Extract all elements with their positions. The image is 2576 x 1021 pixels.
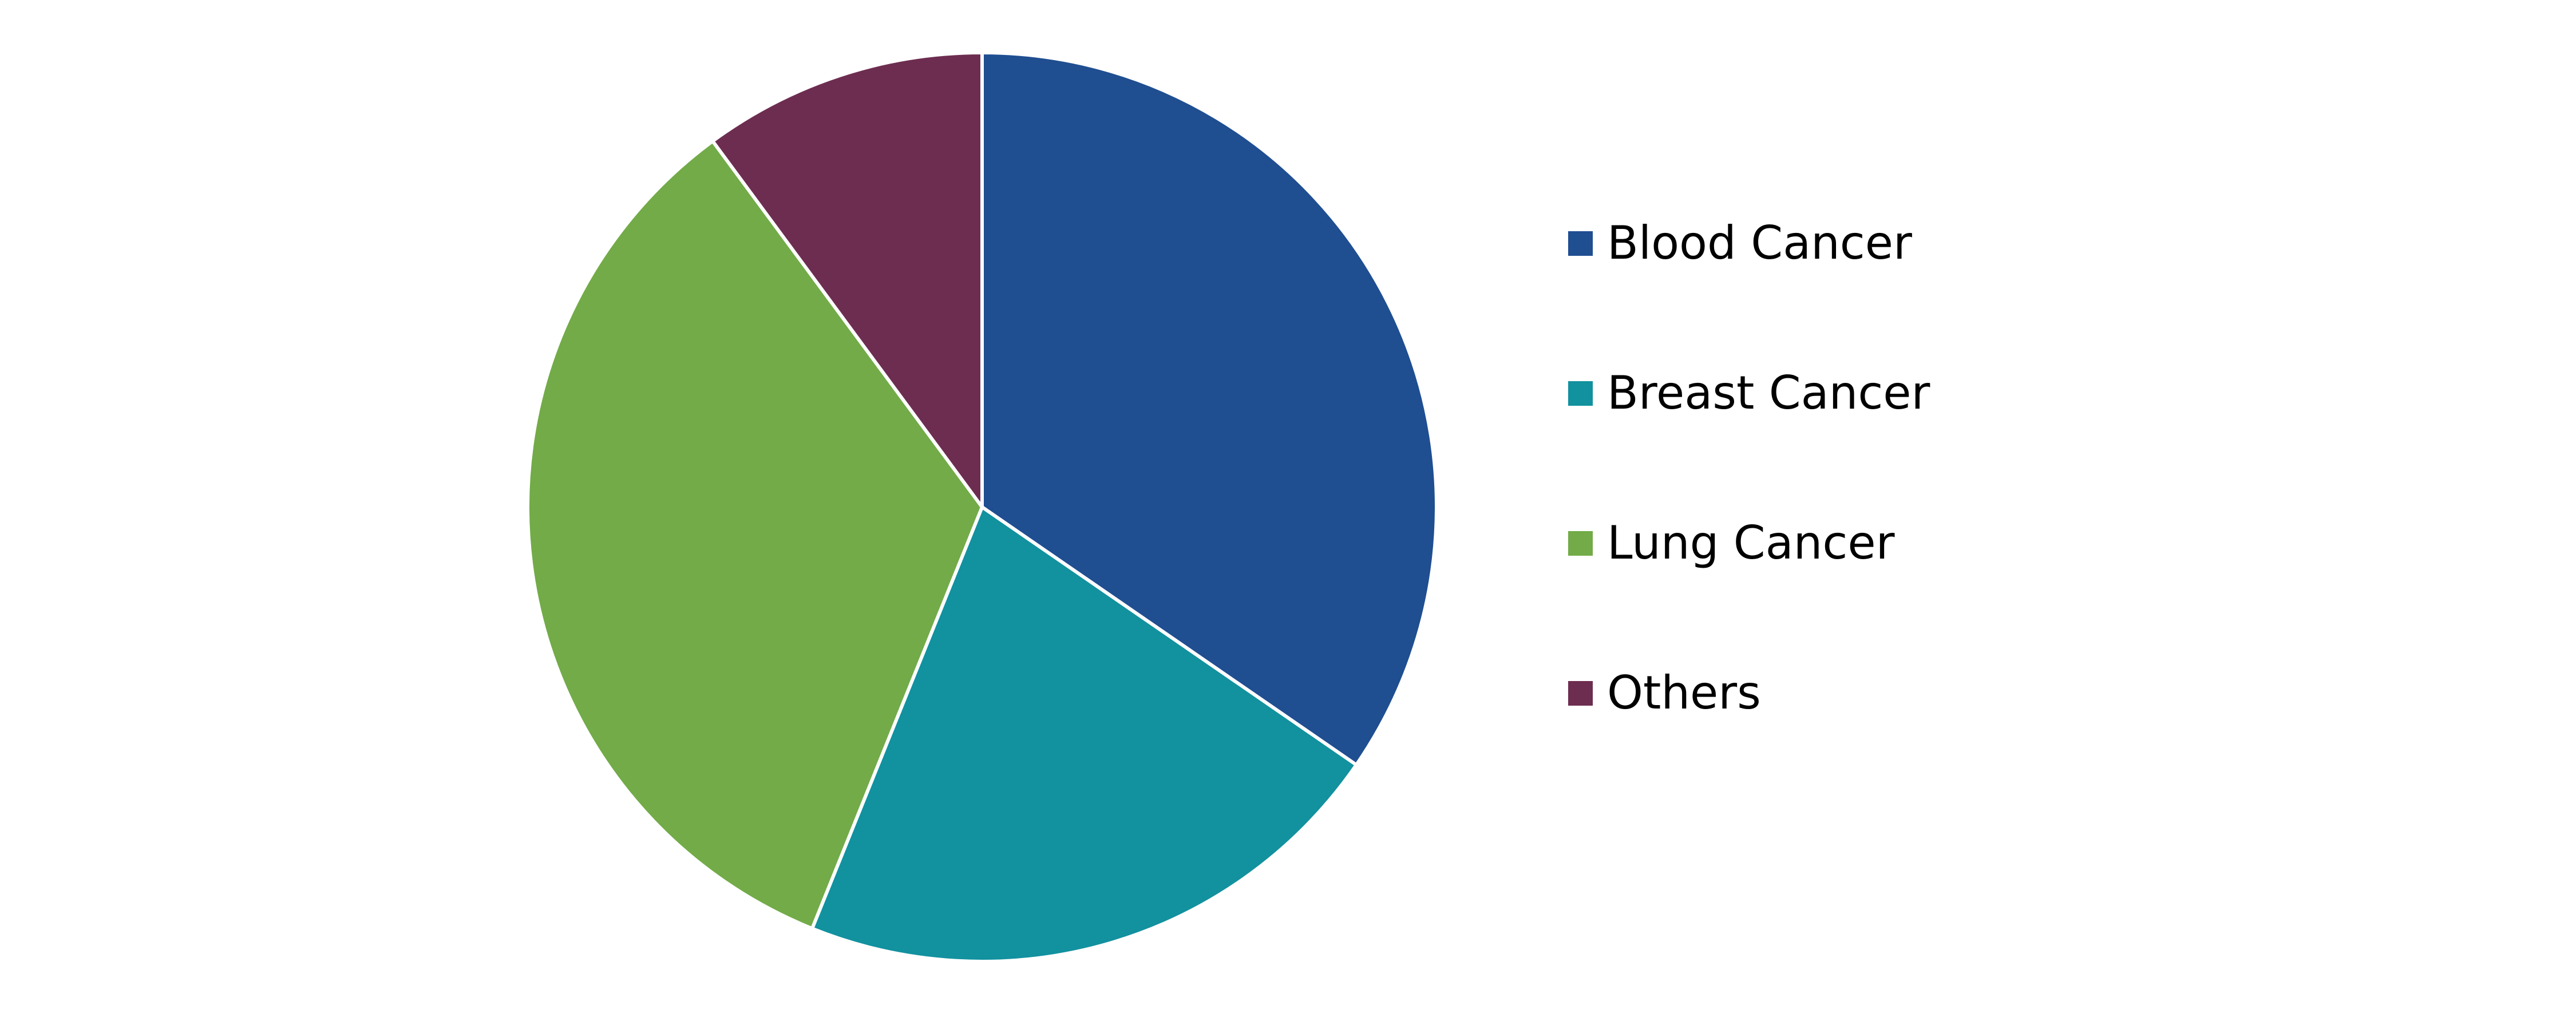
legend-swatch-lung-cancer	[1568, 531, 1593, 556]
legend-swatch-others	[1568, 680, 1593, 706]
legend-item-breast-cancer: Breast Cancer	[1568, 367, 1930, 419]
legend-swatch-breast-cancer	[1568, 381, 1593, 406]
legend-swatch-blood-cancer	[1568, 231, 1593, 256]
legend-label-lung-cancer: Lung Cancer	[1607, 516, 1895, 569]
legend-label-blood-cancer: Blood Cancer	[1607, 216, 1912, 270]
pie-slice-lung-cancer	[526, 139, 984, 931]
pie-slice-others	[711, 51, 984, 509]
legend: Blood Cancer Breast Cancer Lung Cancer O…	[1568, 217, 1930, 817]
legend-label-others: Others	[1607, 666, 1761, 719]
legend-item-blood-cancer: Blood Cancer	[1568, 217, 1930, 269]
pie-slice-blood-cancer	[980, 51, 1438, 767]
legend-item-others: Others	[1568, 667, 1930, 719]
legend-item-lung-cancer: Lung Cancer	[1568, 517, 1930, 569]
pie-slice-breast-cancer	[810, 505, 1358, 963]
legend-label-breast-cancer: Breast Cancer	[1607, 366, 1930, 420]
